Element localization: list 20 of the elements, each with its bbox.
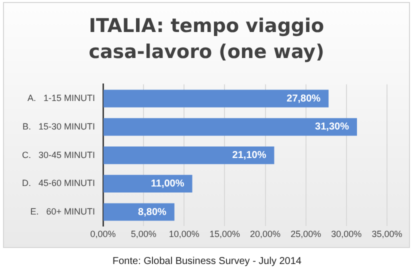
data-label: 21,10% [232, 150, 266, 162]
x-tick-label: 5,00% [130, 229, 156, 240]
x-tick-label: 30,00% [331, 229, 362, 240]
source-note: Fonte: Global Business Survey - July 2014 [112, 256, 302, 267]
data-label: 8,80% [138, 206, 167, 218]
x-tick-label: 25,00% [290, 229, 322, 240]
y-tick-label: D. 45-60 MINUTI [22, 178, 96, 188]
x-tick-label: 15,00% [209, 229, 240, 240]
x-tick-label: 0,00% [90, 229, 116, 240]
x-tick-label: 35,00% [372, 229, 402, 240]
y-tick-label: E. 60+ MINUTI [30, 206, 96, 217]
data-label: 27,80% [286, 93, 321, 104]
y-tick-label: C. 30-45 MINUTI [22, 150, 96, 160]
data-label: 11,00% [150, 178, 184, 190]
data-label: 31,30% [315, 122, 350, 133]
y-tick-label: A. 1-15 MINUTI [28, 93, 96, 104]
x-tick-label: 20,00% [250, 229, 281, 240]
x-tick-label: 10,00% [168, 229, 200, 240]
y-tick-label: B. 15-30 MINUTI [22, 121, 96, 132]
chart-title: ITALIA: tempo viaggio casa-lavoro (one way) [88, 14, 326, 65]
